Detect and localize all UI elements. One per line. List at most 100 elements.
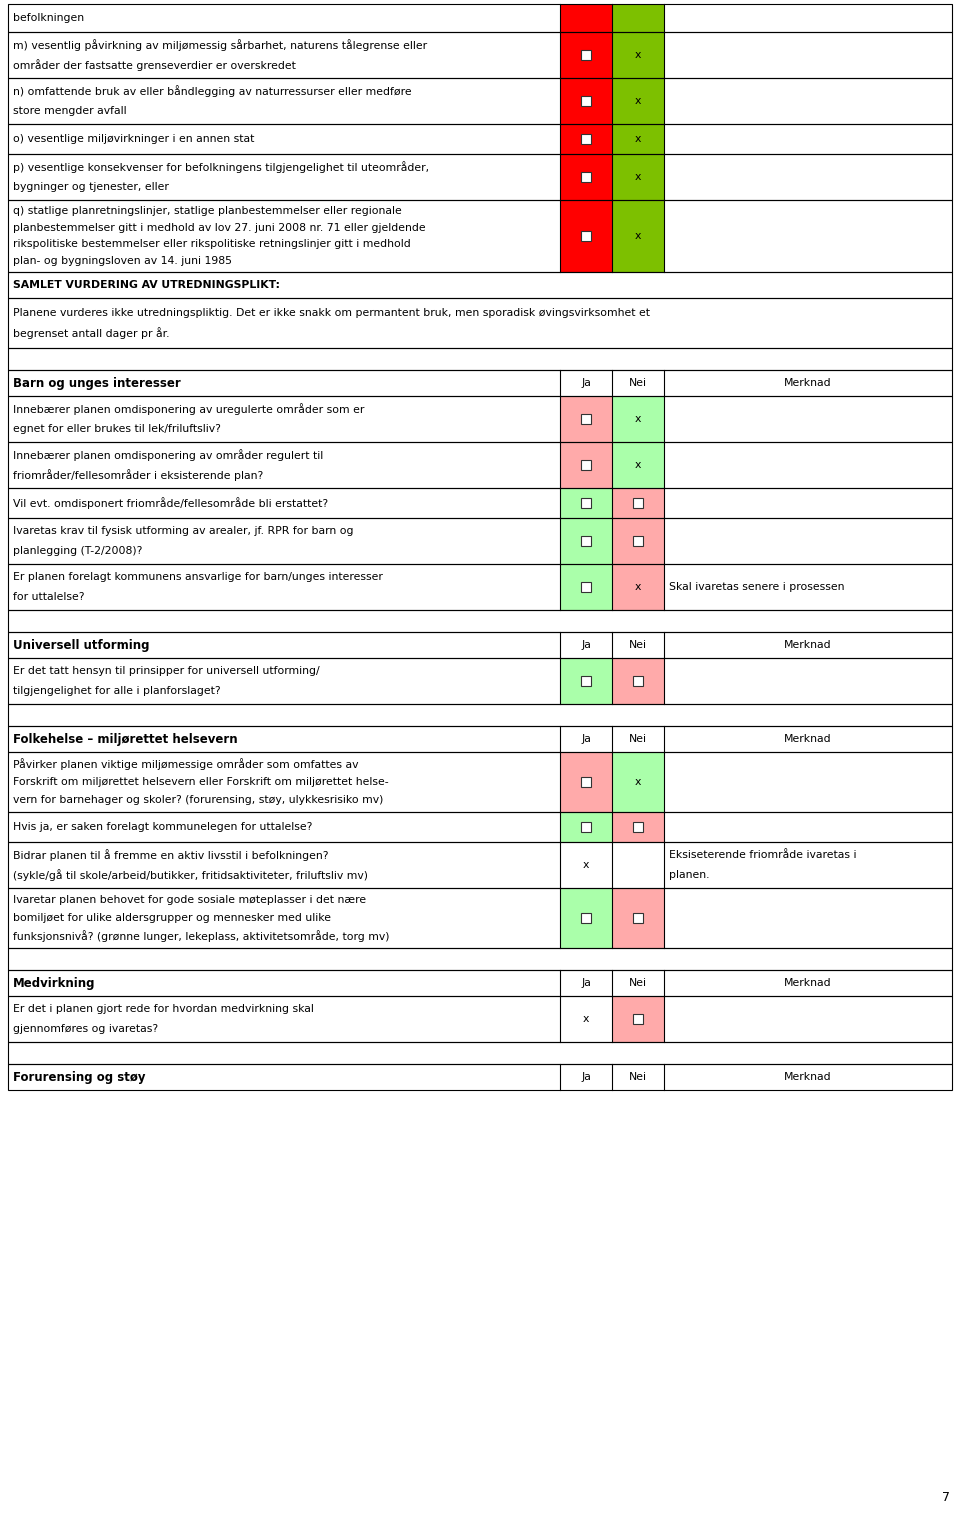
Text: planlegging (T-2/2008)?: planlegging (T-2/2008)? <box>13 545 142 556</box>
Text: Nei: Nei <box>629 640 647 650</box>
Bar <box>8 631 952 659</box>
Text: x: x <box>635 777 641 787</box>
Text: bygninger og tjenester, eller: bygninger og tjenester, eller <box>13 182 169 192</box>
Text: områder der fastsatte grenseverdier er overskredet: områder der fastsatte grenseverdier er o… <box>13 59 296 71</box>
Text: x: x <box>635 460 641 469</box>
Bar <box>612 518 664 565</box>
Text: Nei: Nei <box>629 1072 647 1083</box>
Text: Ja: Ja <box>581 378 591 388</box>
Text: Barn og unges interesser: Barn og unges interesser <box>13 377 180 389</box>
Bar <box>633 675 643 686</box>
Bar <box>8 154 952 200</box>
Bar <box>560 659 612 704</box>
Text: Merknad: Merknad <box>784 978 831 989</box>
Text: Ja: Ja <box>581 640 591 650</box>
Bar <box>581 822 591 833</box>
Bar <box>612 442 664 488</box>
Bar <box>581 232 591 241</box>
Text: x: x <box>635 581 641 592</box>
Bar <box>560 397 612 442</box>
Bar <box>633 498 643 509</box>
Bar <box>8 369 952 397</box>
Text: x: x <box>635 135 641 144</box>
Bar <box>612 889 664 948</box>
Bar <box>612 200 664 273</box>
Bar <box>612 32 664 79</box>
Text: for uttalelse?: for uttalelse? <box>13 592 84 601</box>
Text: (sykle/gå til skole/arbeid/butikker, fritidsaktiviteter, friluftsliv mv): (sykle/gå til skole/arbeid/butikker, fri… <box>13 869 368 881</box>
Bar <box>8 273 952 298</box>
Bar <box>560 442 612 488</box>
Text: Merknad: Merknad <box>784 734 831 743</box>
Text: tilgjengelighet for alle i planforslaget?: tilgjengelighet for alle i planforslaget… <box>13 686 221 695</box>
Text: Hvis ja, er saken forelagt kommunelegen for uttalelse?: Hvis ja, er saken forelagt kommunelegen … <box>13 822 312 833</box>
Bar <box>8 1042 952 1064</box>
Text: Medvirkning: Medvirkning <box>13 977 95 990</box>
Text: p) vesentlige konsekvenser for befolkningens tilgjengelighet til uteområder,: p) vesentlige konsekvenser for befolknin… <box>13 162 429 174</box>
Bar <box>612 124 664 154</box>
Text: Er det tatt hensyn til prinsipper for universell utforming/: Er det tatt hensyn til prinsipper for un… <box>13 666 320 677</box>
Text: Forskrift om miljørettet helsevern eller Forskrift om miljørettet helse-: Forskrift om miljørettet helsevern eller… <box>13 777 389 787</box>
Bar <box>560 200 612 273</box>
Text: x: x <box>635 50 641 61</box>
Text: x: x <box>635 173 641 182</box>
Text: Er det i planen gjort rede for hvordan medvirkning skal: Er det i planen gjort rede for hvordan m… <box>13 1004 314 1014</box>
Text: 7: 7 <box>942 1491 950 1503</box>
Text: x: x <box>635 232 641 241</box>
Bar <box>560 889 612 948</box>
Text: Merknad: Merknad <box>784 640 831 650</box>
Text: x: x <box>635 95 641 106</box>
Text: friområder/fellesområder i eksisterende plan?: friområder/fellesområder i eksisterende … <box>13 469 263 480</box>
Text: x: x <box>583 860 589 871</box>
Text: Innebærer planen omdisponering av uregulerte områder som er: Innebærer planen omdisponering av uregul… <box>13 403 365 415</box>
Text: m) vesentlig påvirkning av miljømessig sårbarhet, naturens tålegrense eller: m) vesentlig påvirkning av miljømessig s… <box>13 39 427 51</box>
Bar <box>612 565 664 610</box>
Bar <box>612 812 664 842</box>
Text: Skal ivaretas senere i prosessen: Skal ivaretas senere i prosessen <box>669 581 845 592</box>
Text: n) omfattende bruk av eller båndlegging av naturressurser eller medføre: n) omfattende bruk av eller båndlegging … <box>13 85 412 97</box>
Text: x: x <box>583 1014 589 1023</box>
Text: Forurensing og støy: Forurensing og støy <box>13 1070 146 1084</box>
Text: Universell utforming: Universell utforming <box>13 639 150 651</box>
Bar <box>581 777 591 787</box>
Bar <box>8 727 952 752</box>
Bar <box>560 5 612 32</box>
Bar <box>8 442 952 488</box>
Bar <box>633 822 643 833</box>
Text: Innebærer planen omdisponering av områder regulert til: Innebærer planen omdisponering av område… <box>13 450 324 462</box>
Bar <box>8 79 952 124</box>
Text: bomiljøet for ulike aldersgrupper og mennesker med ulike: bomiljøet for ulike aldersgrupper og men… <box>13 913 331 924</box>
Bar <box>8 752 952 812</box>
Bar <box>560 488 612 518</box>
Bar <box>560 124 612 154</box>
Text: Eksiseterende friområde ivaretas i: Eksiseterende friområde ivaretas i <box>669 851 856 860</box>
Bar <box>8 298 952 348</box>
Text: begrenset antall dager pr år.: begrenset antall dager pr år. <box>13 327 170 339</box>
Bar <box>560 518 612 565</box>
Text: vern for barnehager og skoler? (forurensing, støy, ulykkesrisiko mv): vern for barnehager og skoler? (forurens… <box>13 795 383 804</box>
Text: gjennomføres og ivaretas?: gjennomføres og ivaretas? <box>13 1023 158 1034</box>
Bar <box>612 5 664 32</box>
Bar <box>8 970 952 996</box>
Bar <box>8 704 952 727</box>
Text: Bidrar planen til å fremme en aktiv livsstil i befolkningen?: Bidrar planen til å fremme en aktiv livs… <box>13 849 328 861</box>
Bar <box>581 581 591 592</box>
Bar <box>8 5 952 32</box>
Text: Merknad: Merknad <box>784 378 831 388</box>
Text: egnet for eller brukes til lek/friluftsliv?: egnet for eller brukes til lek/friluftsl… <box>13 424 221 433</box>
Bar <box>581 95 591 106</box>
Text: SAMLET VURDERING AV UTREDNINGSPLIKT:: SAMLET VURDERING AV UTREDNINGSPLIKT: <box>13 280 280 291</box>
Text: Vil evt. omdisponert friområde/fellesområde bli erstattet?: Vil evt. omdisponert friområde/fellesomr… <box>13 497 328 509</box>
Text: Nei: Nei <box>629 978 647 989</box>
Bar <box>612 488 664 518</box>
Text: Folkehelse – miljørettet helsevern: Folkehelse – miljørettet helsevern <box>13 733 238 745</box>
Bar <box>8 348 952 369</box>
Bar <box>581 173 591 182</box>
Bar <box>612 79 664 124</box>
Bar <box>8 812 952 842</box>
Bar <box>8 659 952 704</box>
Text: befolkningen: befolkningen <box>13 14 84 23</box>
Text: Ja: Ja <box>581 734 591 743</box>
Bar <box>8 124 952 154</box>
Bar <box>581 135 591 144</box>
